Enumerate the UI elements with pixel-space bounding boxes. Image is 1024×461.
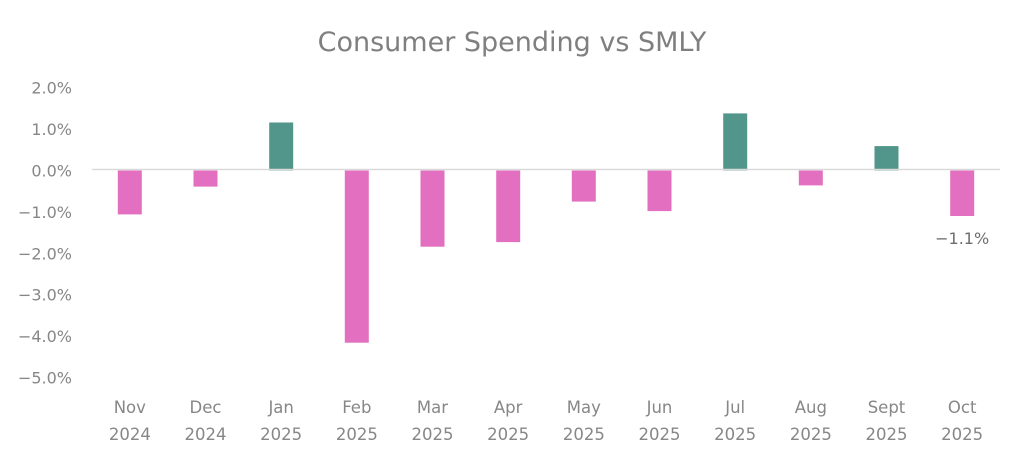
y-tick-label: −5.0% — [18, 369, 72, 388]
bar-jan-2025 — [269, 122, 294, 171]
y-tick-label: 2.0% — [31, 79, 72, 98]
x-tick-label-month: Apr — [494, 398, 523, 417]
y-tick-label: −3.0% — [18, 286, 72, 305]
y-axis-ticks: 2.0% 1.0% 0.0% −1.0% −2.0% −3.0% −4.0% −5.0% — [18, 79, 72, 388]
x-tick-label-year: 2025 — [866, 425, 908, 444]
bar-nov-2024 — [117, 170, 142, 215]
x-tick-label-year: 2025 — [260, 425, 302, 444]
bar-dec-2024 — [193, 170, 218, 187]
bar-oct-2025 — [950, 170, 975, 216]
x-tick-label-year: 2025 — [941, 425, 983, 444]
bar-jun-2025 — [647, 170, 672, 212]
x-tick-label-month: Oct — [948, 398, 977, 417]
bar-mar-2025 — [420, 170, 445, 247]
x-tick-label-month: Jun — [646, 398, 673, 417]
bar-apr-2025 — [496, 170, 521, 243]
x-tick-label-year: 2025 — [412, 425, 454, 444]
data-labels: −1.1% — [935, 229, 989, 248]
y-tick-label: 0.0% — [31, 162, 72, 181]
x-tick-label-month: Jan — [267, 398, 293, 417]
x-tick-label-month: Nov — [114, 398, 146, 417]
x-tick-label-month: Jul — [724, 398, 745, 417]
bar-sept-2025 — [874, 146, 899, 171]
x-tick-label-month: May — [567, 398, 601, 417]
bar-aug-2025 — [798, 170, 823, 186]
chart-title: Consumer Spending vs SMLY — [318, 27, 707, 58]
x-tick-label-year: 2025 — [714, 425, 756, 444]
x-tick-label-month: Feb — [342, 398, 371, 417]
y-tick-label: −1.0% — [18, 203, 72, 222]
y-tick-label: −4.0% — [18, 327, 72, 346]
x-tick-label-year: 2025 — [639, 425, 681, 444]
bar-feb-2025 — [344, 170, 369, 343]
x-tick-label-month: Sept — [868, 398, 906, 417]
x-tick-label-year: 2025 — [790, 425, 832, 444]
bars — [117, 113, 975, 343]
x-tick-label-month: Dec — [190, 398, 222, 417]
x-tick-label-month: Mar — [417, 398, 448, 417]
x-tick-label-year: 2025 — [563, 425, 605, 444]
x-tick-label-year: 2025 — [336, 425, 378, 444]
bar-jul-2025 — [723, 113, 748, 171]
x-tick-label-year: 2025 — [487, 425, 529, 444]
x-axis-ticks: Nov 2024 Dec 2024 Jan 2025 Feb 2025 Mar 2025 Apr 20… — [109, 398, 983, 444]
data-label: −1.1% — [935, 229, 989, 248]
x-tick-label-year: 2024 — [109, 425, 151, 444]
y-tick-label: 1.0% — [31, 120, 72, 139]
x-tick-label-month: Aug — [795, 398, 827, 417]
x-tick-label-year: 2024 — [185, 425, 227, 444]
y-tick-label: −2.0% — [18, 244, 72, 263]
bar-may-2025 — [571, 170, 596, 202]
